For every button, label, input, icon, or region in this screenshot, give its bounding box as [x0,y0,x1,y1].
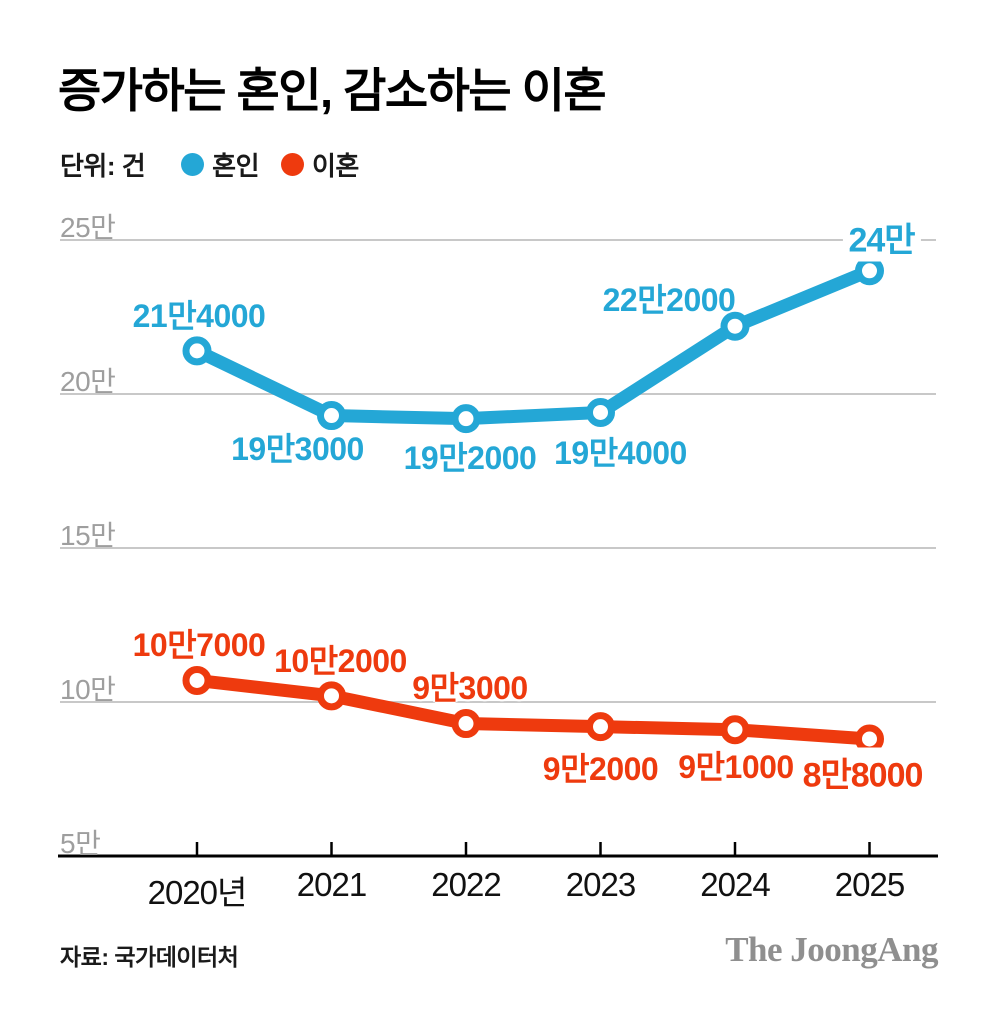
x-tick-label: 2021 [296,866,367,903]
data-point [720,715,750,745]
x-tick-label: 2020년 [147,874,248,911]
data-point [720,311,750,341]
x-tick-label: 2023 [565,866,636,903]
series-line-이혼 [190,673,876,746]
chart-title: 증가하는 혼인, 감소하는 이혼 [58,64,607,117]
point-label: 9만2000 [542,750,659,787]
data-point [586,712,615,742]
y-tick-label: 25만 [60,212,116,243]
data-point [317,681,346,711]
y-tick-label: 10만 [60,674,116,705]
x-tick-label: 2022 [431,866,501,903]
point-label: 19만4000 [554,435,687,472]
point-label: 9만3000 [412,669,528,706]
point-label: 21만4000 [132,297,266,334]
data-point [182,336,212,366]
point-label: 19만2000 [403,439,537,476]
point-label: 8만8000 [796,747,929,797]
point-label: 24만 [842,212,921,262]
series-line-혼인 [190,264,876,426]
point-label: 19만3000 [231,430,364,467]
data-point [451,709,481,739]
x-tick-label: 2024 [700,866,770,903]
data-point [451,404,481,434]
unit-label: 단위: 건 [60,151,146,181]
data-point [855,256,884,286]
legend-label-divorce: 이혼 [312,151,359,181]
legend-item-marriage: 혼인 [181,146,259,183]
point-label: 22만2000 [602,282,736,319]
data-point [182,665,212,695]
marriage-dot-icon [181,153,205,176]
y-tick-label: 20만 [60,366,116,397]
legend-label-marriage: 혼인 [212,151,259,181]
data-point [317,401,346,431]
y-tick-label: 5만 [60,828,101,859]
divorce-dot-icon [281,153,304,176]
point-label: 10만7000 [132,627,266,664]
point-label: 10만2000 [274,642,407,679]
y-tick-label: 15만 [60,520,116,551]
brand-logo: The JoongAng [725,930,938,969]
legend-item-divorce: 이혼 [281,146,359,183]
source-label: 자료: 국가데이터처 [60,944,239,970]
point-label: 9만1000 [678,748,794,785]
data-point [586,397,615,427]
x-tick-label: 2025 [834,866,905,903]
legend: 단위: 건 혼인 이혼 [60,146,381,183]
